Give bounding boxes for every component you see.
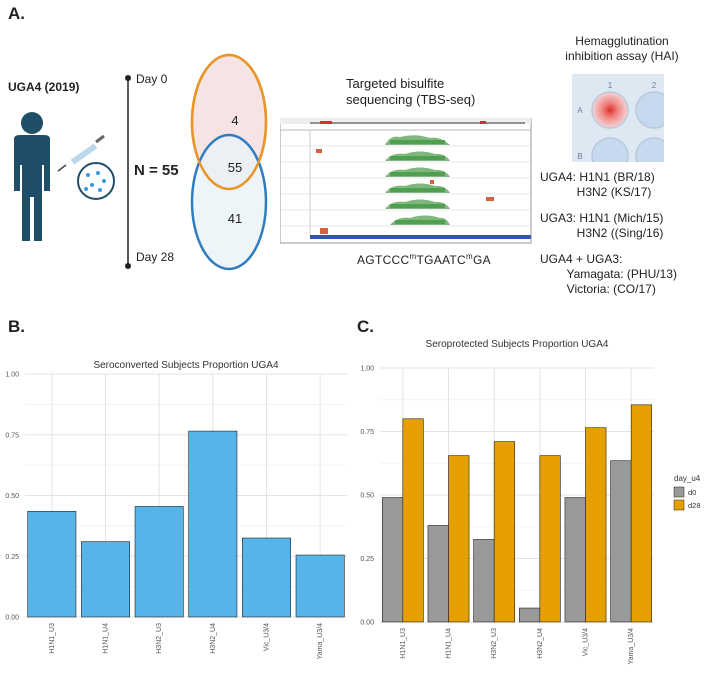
hai-line: H3N2 (KS/17)	[540, 185, 652, 199]
hai-plate-image: 1 2 A B	[572, 74, 664, 162]
legend-title: day_u4	[674, 474, 701, 483]
x-tick-label: H3N2_U3	[491, 628, 498, 659]
seq-methyl-2: m	[466, 252, 473, 261]
hai-title-line2: inhibition assay (HAI)	[565, 49, 679, 63]
legend-label: d28	[688, 501, 701, 510]
legend-label: d0	[688, 488, 696, 497]
bar-d0	[427, 525, 449, 623]
bar	[242, 537, 291, 618]
bar	[295, 554, 345, 618]
y-tick-label: 0.75	[360, 429, 374, 436]
chart-title: Seroprotected Subjects Proportion UGA4	[426, 339, 609, 350]
y-tick-label: 0.25	[5, 554, 19, 561]
hai-title: Hemagglutination inhibition assay (HAI)	[558, 34, 686, 64]
petri-dish-icon	[77, 162, 115, 200]
person-icon	[14, 112, 50, 241]
bar	[134, 506, 184, 618]
chart-title: Seroconverted Subjects Proportion UGA4	[93, 360, 279, 371]
seroconverted-chart: Seroconverted Subjects Proportion UGA4 0.…	[5, 360, 347, 660]
hai-line: UGA3: H1N1 (Mich/15)	[540, 211, 664, 225]
x-tick-label: Vic_U3/4	[583, 628, 590, 656]
venn-day28-count: 41	[227, 211, 243, 226]
bar-d28	[630, 404, 653, 623]
panel-a-label: A.	[8, 4, 25, 23]
bar-d0	[610, 460, 632, 623]
seq-part-3: GA	[472, 253, 491, 267]
hai-line: UGA4 + UGA3:	[540, 252, 623, 266]
bar-d28	[585, 427, 607, 623]
hai-line: Victoria: (CO/17)	[540, 282, 656, 296]
legend-swatch	[673, 499, 685, 511]
venn-day0-count: 4	[231, 113, 239, 128]
hai-line: H3N2 ((Sing/16)	[540, 226, 664, 240]
seroprotected-chart: Seroprotected Subjects Proportion UGA4 0.…	[360, 339, 701, 665]
hai-strain-list: UGA4: H1N1 (BR/18) H3N2 (KS/17) UGA3: H1…	[540, 170, 677, 297]
cohort-label: UGA4 (2019)	[8, 80, 80, 94]
subject-illustration	[14, 112, 115, 241]
bar-d28	[448, 455, 470, 623]
panel-c-label: C.	[357, 317, 374, 336]
plate-col-1: 1	[608, 81, 613, 90]
y-tick-label: 0.75	[5, 432, 19, 439]
bar-d28	[493, 441, 516, 623]
sample-size: N = 55	[134, 162, 179, 179]
x-tick-label: H1N1_U4	[103, 623, 110, 654]
x-tick-label: H1N1_U4	[446, 628, 453, 659]
igv-browser-image	[280, 118, 532, 244]
seq-methyl-1: m	[409, 252, 417, 261]
timeline-day28: Day 28	[136, 250, 175, 264]
bar-d0	[518, 607, 541, 623]
timeline-axis	[125, 75, 131, 269]
bar	[81, 541, 130, 618]
venn-diagram	[190, 53, 268, 271]
hai-line: Yamagata: (PHU/13)	[540, 267, 677, 281]
timeline-day0: Day 0	[136, 72, 168, 86]
tbs-title: Targeted bisulfite sequencing (TBS-seq)	[346, 76, 475, 108]
hai-line	[540, 200, 677, 211]
x-tick-label: Vic_U3/4	[264, 623, 271, 651]
plate-col-2: 2	[652, 81, 657, 90]
x-tick-label: Yama_U3/4	[317, 623, 324, 660]
hai-line	[540, 241, 677, 252]
seq-part-1: AGTCCC	[357, 253, 410, 267]
x-tick-label: Yama_U3/4	[628, 628, 635, 665]
bar-d28	[539, 455, 561, 623]
bar-d0	[473, 539, 495, 623]
bar-d28	[402, 418, 424, 623]
x-tick-label: H1N1_U3	[400, 628, 407, 659]
x-tick-label: H1N1_U3	[49, 623, 56, 654]
tbs-title-line2: sequencing (TBS-seq)	[346, 92, 476, 107]
hai-title-line1: Hemagglutination	[575, 34, 669, 48]
plate-row-a: A	[577, 106, 583, 115]
venn-day28-ellipse	[190, 133, 268, 271]
y-tick-label: 0.00	[5, 615, 19, 622]
hai-line: UGA4: H1N1 (BR/18)	[540, 170, 655, 184]
y-tick-label: 1.00	[5, 372, 19, 379]
x-tick-label: H3N2_U4	[210, 623, 217, 654]
legend-swatch	[673, 486, 685, 498]
tbs-title-line1: Targeted bisulfite	[346, 76, 445, 91]
x-tick-label: H3N2_U3	[156, 623, 163, 654]
plate-row-b: B	[577, 152, 582, 161]
y-tick-label: 0.50	[360, 493, 374, 500]
y-tick-label: 1.00	[360, 366, 374, 373]
seq-part-2: TGAATC	[416, 253, 467, 267]
y-tick-label: 0.50	[5, 493, 19, 500]
bar-d0	[564, 497, 586, 623]
bar	[27, 510, 77, 618]
bar-d0	[381, 497, 404, 623]
syringe-icon	[57, 134, 105, 172]
bar	[188, 430, 238, 618]
panel-b-label: B.	[8, 317, 25, 336]
venn-overlap-count: 55	[227, 160, 243, 175]
y-tick-label: 0.25	[360, 556, 374, 563]
y-tick-label: 0.00	[360, 620, 374, 627]
tbs-sequence: AGTCCCmTGAATCmGA	[357, 252, 491, 267]
x-tick-label: H3N2_U4	[537, 628, 544, 659]
